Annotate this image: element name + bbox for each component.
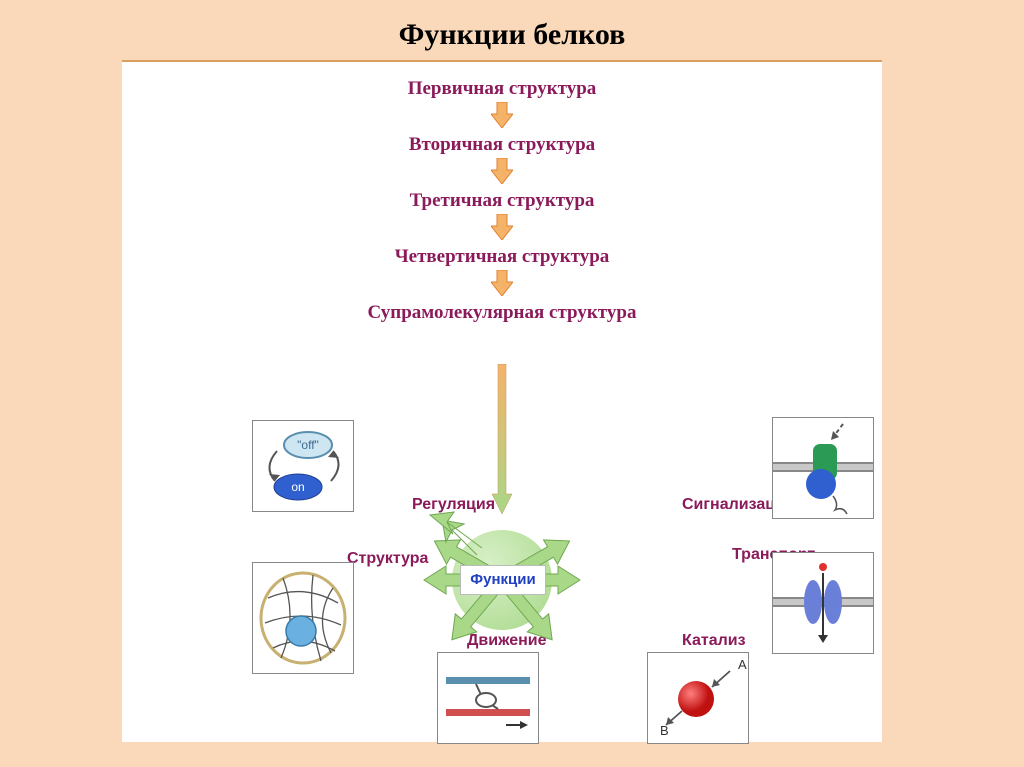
functions-hub: Функции [422, 500, 582, 660]
arrow-down-icon [491, 158, 513, 184]
content-area: Первичная структура Вторичная структура … [122, 60, 882, 742]
level-tertiary: Третичная структура [122, 190, 882, 212]
level-supramolecular: Супрамолекулярная структура [122, 302, 882, 324]
icon-transport [772, 552, 874, 654]
level-primary: Первичная структура [122, 78, 882, 100]
arrow-down-icon [491, 270, 513, 296]
hub-label: Функции [460, 565, 546, 595]
icon-signaling [772, 417, 874, 519]
slide-title: Функции белков [0, 0, 1024, 52]
catalysis-a: A [738, 657, 747, 672]
level-quaternary: Четвертичная структура [122, 246, 882, 268]
structure-hierarchy: Первичная структура Вторичная структура … [122, 72, 882, 326]
arrow-down-icon [491, 102, 513, 128]
arrow-down-icon [491, 214, 513, 240]
level-secondary: Вторичная структура [122, 134, 882, 156]
